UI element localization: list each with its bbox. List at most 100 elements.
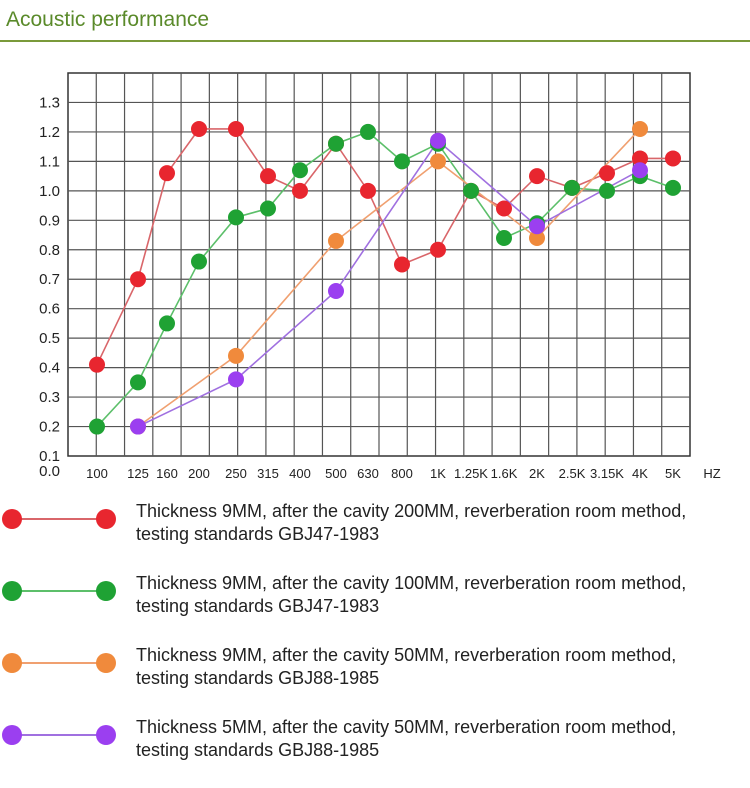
data-point bbox=[191, 120, 207, 137]
y-tick-label: 0.3 bbox=[39, 389, 60, 406]
data-point bbox=[430, 241, 446, 258]
data-point bbox=[130, 374, 146, 391]
data-point bbox=[130, 271, 146, 288]
legend-label: Thickness 9MM, after the cavity 100MM, r… bbox=[136, 573, 687, 616]
x-tick-label: 125 bbox=[127, 466, 149, 481]
x-tick-label: 4K bbox=[632, 466, 648, 481]
legend-item-5mm-50mm: Thickness 5MM, after the cavity 50MM, re… bbox=[0, 716, 750, 776]
data-point bbox=[328, 283, 344, 300]
y-tick-label: 1.2 bbox=[39, 124, 60, 141]
legend-label: Thickness 5MM, after the cavity 50MM, re… bbox=[136, 717, 677, 760]
data-point bbox=[599, 182, 615, 199]
y-tick-label: 1.0 bbox=[39, 183, 60, 200]
data-point bbox=[130, 418, 146, 435]
data-point bbox=[430, 132, 446, 149]
y-tick-label: 0.2 bbox=[39, 419, 60, 436]
header-divider bbox=[0, 40, 750, 42]
legend-marker-icon bbox=[2, 581, 22, 601]
data-point bbox=[260, 168, 276, 185]
header: Acoustic performance bbox=[0, 0, 750, 42]
data-point bbox=[228, 371, 244, 388]
data-point bbox=[632, 120, 648, 137]
series-line bbox=[137, 139, 641, 428]
data-point bbox=[191, 253, 207, 270]
data-point bbox=[632, 150, 648, 167]
x-tick-label: 3.15K bbox=[590, 466, 624, 481]
x-tick-label: 250 bbox=[225, 466, 247, 481]
legend-item-100mm: Thickness 9MM, after the cavity 100MM, r… bbox=[0, 572, 750, 632]
y-tick-label: 0.6 bbox=[39, 301, 60, 318]
y-tick-label: 0.0 bbox=[39, 463, 60, 480]
data-point bbox=[159, 315, 175, 332]
data-point bbox=[89, 356, 105, 373]
data-point bbox=[328, 135, 344, 152]
y-tick-label: 0.4 bbox=[39, 360, 60, 377]
data-point bbox=[632, 162, 648, 179]
acoustic-chart: 0.00.1 0.2 0.3 0.4 0.5 0.6 0.7 0.8 0.9 1.0 1.1 1.2 1… bbox=[39, 72, 721, 481]
data-point bbox=[496, 229, 512, 246]
x-tick-label: 160 bbox=[156, 466, 178, 481]
x-tick-label: 630 bbox=[357, 466, 379, 481]
legend-marker-icon bbox=[2, 653, 22, 673]
series-line bbox=[137, 128, 641, 428]
x-tick-label: 2.5K bbox=[559, 466, 586, 481]
x-tick-label: 800 bbox=[391, 466, 413, 481]
data-point bbox=[360, 182, 376, 199]
data-point bbox=[228, 120, 244, 137]
data-point bbox=[496, 200, 512, 217]
y-tick-label: 0.9 bbox=[39, 212, 60, 229]
legend-label: Thickness 9MM, after the cavity 200MM, r… bbox=[136, 501, 687, 544]
data-point bbox=[89, 418, 105, 435]
x-tick-label: 315 bbox=[257, 466, 279, 481]
data-point bbox=[430, 153, 446, 170]
data-point bbox=[360, 123, 376, 140]
y-tick-label: 0.5 bbox=[39, 330, 60, 347]
legend-marker-icon bbox=[96, 725, 116, 745]
legend-marker-icon bbox=[96, 581, 116, 601]
y-tick-labels: 0.00.1 0.2 0.3 0.4 0.5 0.6 0.7 0.8 0.9 1.0 1.1 1.2 1… bbox=[39, 94, 60, 480]
y-tick-label: 1.3 bbox=[39, 94, 60, 111]
legend-line-icon bbox=[12, 734, 106, 736]
data-point bbox=[599, 165, 615, 182]
data-point bbox=[665, 179, 681, 196]
x-tick-label: 5K bbox=[665, 466, 681, 481]
data-point bbox=[394, 256, 410, 273]
series-points bbox=[89, 120, 681, 435]
x-tick-labels: 100 125 160 200 250 315 400 500 630 800 1K 1.25K 1.6… bbox=[86, 466, 721, 481]
chart-grid bbox=[67, 72, 691, 457]
data-point bbox=[328, 232, 344, 249]
data-point bbox=[292, 162, 308, 179]
legend-item-200mm: Thickness 9MM, after the cavity 200MM, r… bbox=[0, 500, 750, 560]
legend-item-9mm-50mm: Thickness 9MM, after the cavity 50MM, re… bbox=[0, 644, 750, 704]
legend-label: Thickness 9MM, after the cavity 50MM, re… bbox=[136, 645, 677, 688]
data-point bbox=[260, 200, 276, 217]
legend-line-icon bbox=[12, 518, 106, 520]
x-tick-label: 400 bbox=[289, 466, 311, 481]
page-title: Acoustic performance bbox=[6, 8, 210, 31]
data-point bbox=[529, 218, 545, 235]
data-point bbox=[463, 182, 479, 199]
legend-marker-icon bbox=[2, 725, 22, 745]
data-point bbox=[665, 150, 681, 167]
legend-marker-icon bbox=[96, 509, 116, 529]
data-point bbox=[292, 182, 308, 199]
x-tick-label: 1.6K bbox=[491, 466, 518, 481]
x-tick-label: 1K bbox=[430, 466, 446, 481]
legend-marker-icon bbox=[96, 653, 116, 673]
y-tick-label: 0.7 bbox=[39, 271, 60, 288]
y-tick-label: 0.8 bbox=[39, 242, 60, 259]
data-point bbox=[394, 153, 410, 170]
y-tick-label: 1.1 bbox=[39, 153, 60, 170]
y-tick-label: 0.1 bbox=[39, 448, 60, 465]
data-point bbox=[529, 229, 545, 246]
legend-line-icon bbox=[12, 662, 106, 664]
x-tick-label: 200 bbox=[188, 466, 210, 481]
data-point bbox=[159, 165, 175, 182]
data-point bbox=[529, 168, 545, 185]
data-point bbox=[228, 209, 244, 226]
data-point bbox=[228, 347, 244, 364]
x-axis-label: HZ bbox=[703, 466, 720, 481]
x-tick-label: 100 bbox=[86, 466, 108, 481]
data-point bbox=[564, 179, 580, 196]
x-tick-label: 1.25K bbox=[454, 466, 488, 481]
